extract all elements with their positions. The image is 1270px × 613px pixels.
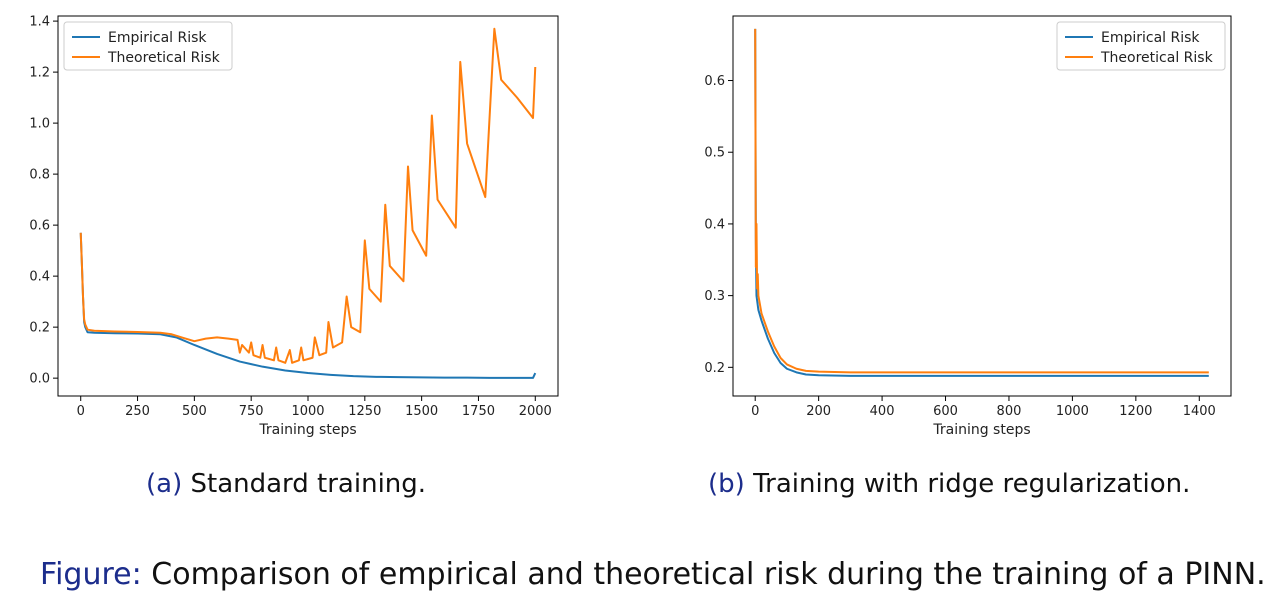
x-tick-label: 1400 bbox=[1183, 404, 1216, 419]
y-tick-label: 0.2 bbox=[704, 361, 725, 376]
series-line-theoretical-risk bbox=[754, 28, 1209, 374]
legend-label: Empirical Risk bbox=[108, 30, 207, 46]
caption-ridge-training: (b) Training with ridge regularization. bbox=[708, 469, 1190, 499]
figure-caption: Figure: Comparison of empirical and theo… bbox=[40, 557, 1266, 592]
x-tick-label: 400 bbox=[870, 404, 895, 419]
chart-standard-training: 0 250 500 750 1000 1250 1500 1750 2000 0.0 0.2 0.4 0… bbox=[29, 15, 559, 438]
x-tick-label: 800 bbox=[997, 404, 1022, 419]
x-tick-label: 600 bbox=[933, 404, 958, 419]
y-tick-label: 0.5 bbox=[704, 146, 725, 161]
y-tick-label: 0.0 bbox=[29, 372, 50, 387]
y-tick-label: 0.4 bbox=[29, 270, 50, 285]
y-tick-label: 0.4 bbox=[704, 217, 725, 232]
x-tick-label: 750 bbox=[239, 404, 264, 419]
x-tick-label: 1250 bbox=[348, 404, 381, 419]
x-axis-label: Training steps bbox=[258, 422, 356, 438]
legend-label: Theoretical Risk bbox=[107, 50, 221, 66]
series-line-theoretical-risk bbox=[79, 27, 537, 364]
legend-box bbox=[1056, 21, 1226, 71]
y-tick-label: 0.2 bbox=[29, 321, 50, 336]
caption-b-text: Training with ridge regularization. bbox=[753, 469, 1191, 499]
series-line-empirical-risk bbox=[79, 232, 537, 379]
caption-a-text: Standard training. bbox=[190, 469, 427, 499]
series-line-empirical-risk bbox=[754, 28, 1209, 377]
x-tick-label: 1500 bbox=[405, 404, 438, 419]
legend-label: Theoretical Risk bbox=[1100, 50, 1214, 66]
y-tick-label: 0.8 bbox=[29, 168, 50, 183]
plot-frame bbox=[732, 15, 1232, 397]
x-tick-label: 250 bbox=[125, 404, 150, 419]
legend-box bbox=[63, 21, 233, 71]
y-tick-label: 1.4 bbox=[29, 15, 50, 30]
legend: Empirical Risk Theoretical Risk bbox=[1056, 21, 1226, 71]
plot-frame bbox=[57, 15, 559, 397]
x-tick-label: 1200 bbox=[1119, 404, 1152, 419]
caption-b-tag: (b) bbox=[708, 469, 745, 499]
x-axis-label: Training steps bbox=[932, 422, 1030, 438]
caption-a-tag: (a) bbox=[146, 469, 183, 499]
x-tick-label: 1750 bbox=[462, 404, 495, 419]
y-tick-label: 0.3 bbox=[704, 289, 725, 304]
y-tick-label: 1.0 bbox=[29, 117, 50, 132]
y-tick-label: 0.6 bbox=[29, 219, 50, 234]
caption-standard-training: (a) Standard training. bbox=[146, 469, 426, 499]
x-tick-label: 200 bbox=[806, 404, 831, 419]
x-tick-label: 2000 bbox=[519, 404, 552, 419]
figure-caption-text: Comparison of empirical and theoretical … bbox=[151, 557, 1266, 592]
series-group bbox=[79, 27, 537, 379]
legend-label: Empirical Risk bbox=[1101, 30, 1200, 46]
x-tick-label: 1000 bbox=[291, 404, 324, 419]
series-group bbox=[754, 28, 1209, 377]
x-tick-label: 500 bbox=[182, 404, 207, 419]
legend: Empirical Risk Theoretical Risk bbox=[63, 21, 233, 71]
y-tick-label: 0.6 bbox=[704, 74, 725, 89]
y-tick-label: 1.2 bbox=[29, 66, 50, 81]
figure-caption-tag: Figure: bbox=[40, 557, 142, 592]
x-tick-label: 1000 bbox=[1056, 404, 1089, 419]
x-tick-label: 0 bbox=[77, 404, 85, 419]
x-tick-label: 0 bbox=[751, 404, 759, 419]
chart-ridge-regularization: 0 200 400 600 800 1000 1200 1400 0.2 0.3 0.4 0.5 0.6… bbox=[704, 15, 1232, 438]
